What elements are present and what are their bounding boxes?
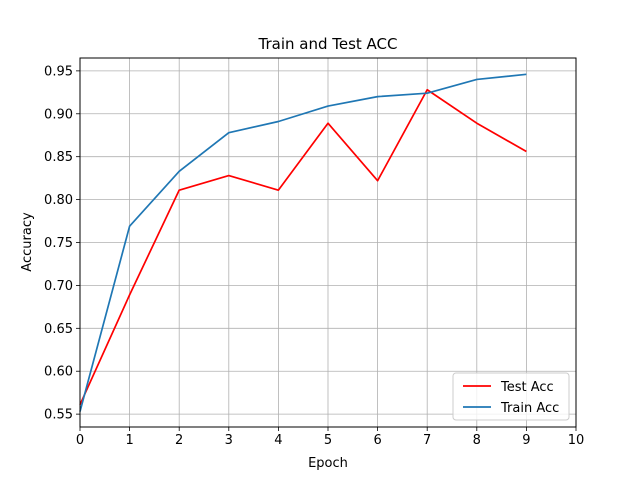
x-tick-label: 4 [274, 433, 282, 448]
train-acc-line [79, 73, 527, 412]
y-axis-label: Accuracy [20, 212, 35, 272]
x-tick-label: 1 [125, 433, 133, 448]
y-tick-label: 0.80 [44, 193, 73, 208]
y-tick-label: 0.55 [44, 408, 73, 423]
legend-test-acc-label: Test Acc [500, 380, 554, 395]
x-tick-label: 3 [225, 433, 233, 448]
x-tick-label: 7 [423, 433, 431, 448]
x-tick-label: 6 [373, 433, 381, 448]
y-tick-label: 0.70 [44, 279, 73, 294]
y-tick-label: 0.60 [44, 365, 73, 380]
axis-ticks: 0 1 2 3 4 5 6 7 8 9 10 0.55 0.60 0.65 0.70 0.75 0.80 0.85… [44, 64, 584, 448]
test-acc-line [79, 88, 527, 406]
x-tick-label: 0 [76, 433, 84, 448]
x-tick-label: 8 [473, 433, 481, 448]
x-tick-label: 10 [568, 433, 585, 448]
x-axis-label: Epoch [308, 456, 348, 471]
y-tick-label: 0.65 [44, 322, 73, 337]
legend: Test Acc Train Acc [452, 372, 570, 421]
x-tick-label: 5 [324, 433, 332, 448]
y-tick-label: 0.75 [44, 236, 73, 251]
series-lines [79, 73, 527, 412]
legend-train-acc-label: Train Acc [500, 401, 559, 416]
y-tick-label: 0.95 [44, 64, 73, 79]
x-tick-label: 9 [522, 433, 530, 448]
y-tick-label: 0.90 [44, 107, 73, 122]
y-tick-label: 0.85 [44, 150, 73, 165]
legend-box [452, 372, 570, 421]
chart-title: Train and Test ACC [258, 35, 398, 53]
x-tick-label: 2 [175, 433, 183, 448]
